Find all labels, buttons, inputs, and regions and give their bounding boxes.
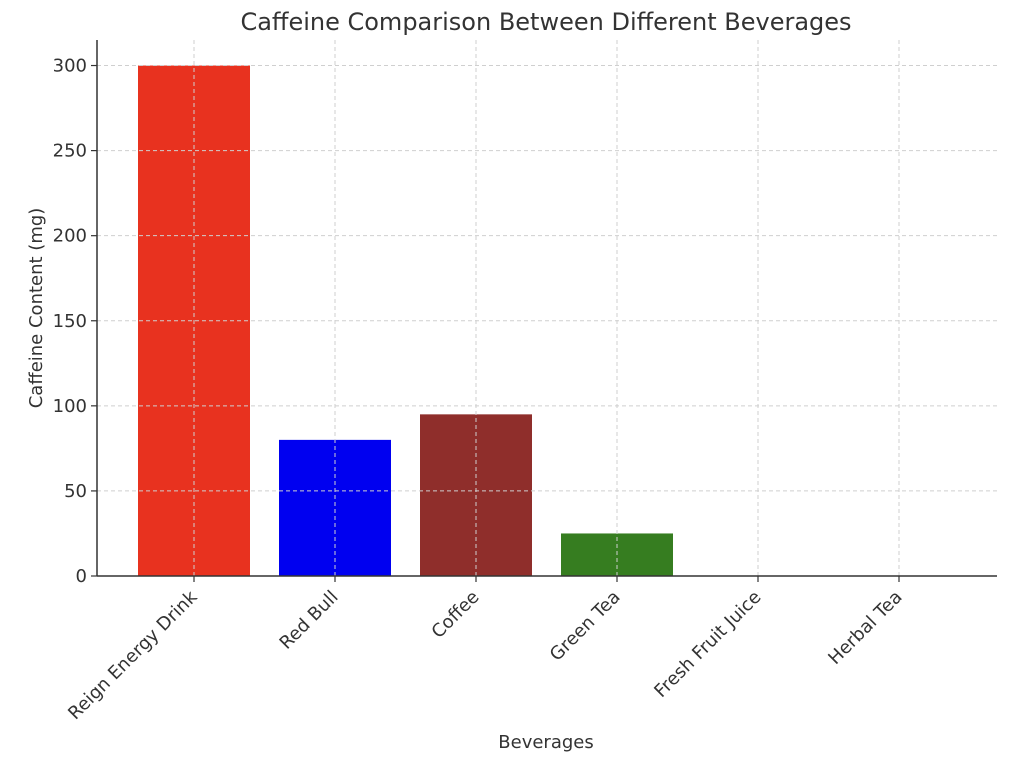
y-tick-label: 200 (53, 226, 87, 247)
y-tick-label: 250 (53, 141, 87, 162)
x-tick-layer: Reign Energy Drink Red Bull Coffee Green Te… (64, 576, 907, 724)
y-tick-label: 50 (64, 481, 87, 502)
x-tick-label: Green Tea (546, 587, 625, 666)
chart-title: Caffeine Comparison Between Different Be… (240, 8, 851, 36)
x-tick-label: Reign Energy Drink (64, 586, 202, 724)
x-tick-label: Red Bull (276, 587, 343, 654)
x-tick-label: Fresh Fruit Juice (650, 587, 765, 702)
axis-layer (96, 40, 997, 577)
y-tick-label: 0 (76, 566, 87, 587)
x-tick-label: Coffee (428, 587, 484, 643)
x-axis-label: Beverages (498, 732, 593, 753)
y-axis-label: Caffeine Content (mg) (26, 208, 47, 409)
y-tick-label: 300 (53, 56, 87, 77)
x-tick-label: Herbal Tea (824, 587, 906, 669)
y-tick-label: 150 (53, 311, 87, 332)
y-tick-label: 100 (53, 396, 87, 417)
y-tick-layer: 0 50 100 150 200 250 300 (53, 56, 97, 587)
